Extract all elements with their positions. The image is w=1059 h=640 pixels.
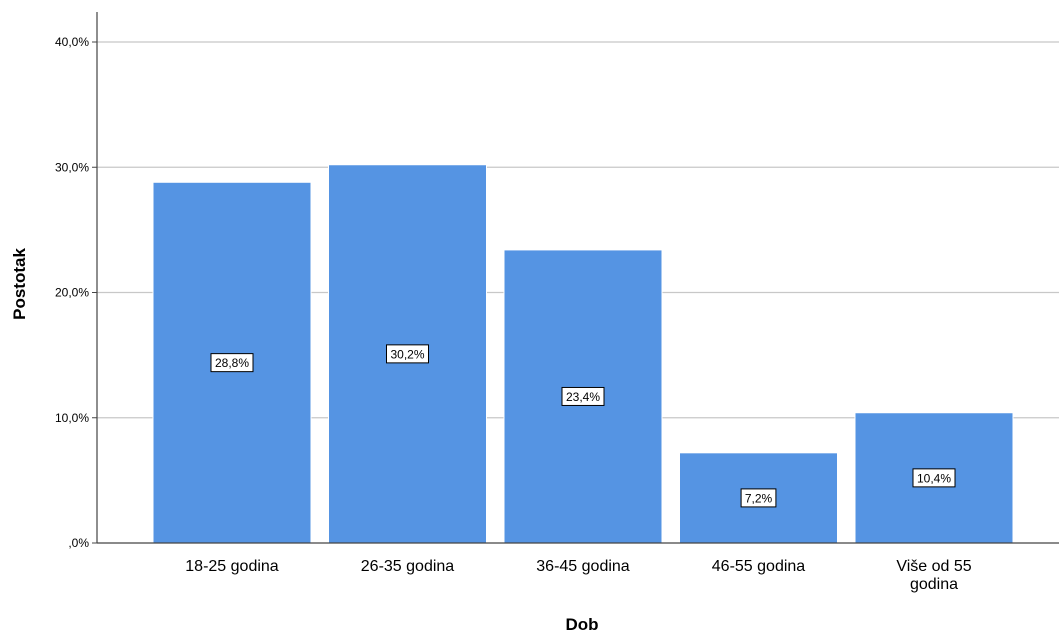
y-tick-labels: ,0% 10,0% 20,0% 30,0% 40,0% <box>55 35 89 550</box>
data-label-text: 23,4% <box>566 390 600 404</box>
y-tick-label: ,0% <box>68 536 89 550</box>
x-tick-label: Više od 55 <box>896 558 971 575</box>
data-label: 10,4% <box>912 468 956 488</box>
x-tick-label: godina <box>910 576 958 593</box>
y-tick-label: 10,0% <box>55 411 89 425</box>
x-tick-label: 36-45 godina <box>536 558 630 575</box>
data-label-box <box>386 344 429 364</box>
x-tick-labels: 18-25 godina 26-35 godina 36-45 godina 46-5… <box>185 558 971 593</box>
data-label: 28,8% <box>210 353 254 373</box>
data-labels: 28,8% 30,2% 23,4% 7,2% 10,4% <box>210 344 956 508</box>
data-label-box <box>561 386 605 406</box>
data-label: 23,4% <box>561 386 605 406</box>
data-label-box <box>912 468 956 488</box>
axes <box>92 12 1059 544</box>
x-axis-title: Dob <box>565 615 598 634</box>
y-axis-title: Postotak <box>10 248 29 320</box>
data-label-text: 10,4% <box>917 471 951 485</box>
bars <box>152 164 1014 544</box>
y-tick-label: 40,0% <box>55 35 89 49</box>
data-label-text: 28,8% <box>215 356 249 370</box>
data-label-box <box>740 488 777 508</box>
x-tick-label: 26-35 godina <box>361 558 455 575</box>
x-tick-label: 18-25 godina <box>185 558 279 575</box>
x-tick-label: 46-55 godina <box>712 558 806 575</box>
data-label-box <box>210 353 254 373</box>
data-label: 7,2% <box>740 488 777 508</box>
y-tick-label: 30,0% <box>55 160 89 174</box>
data-label-text: 30,2% <box>390 347 424 361</box>
data-label-text: 7,2% <box>745 491 773 505</box>
data-label: 30,2% <box>386 344 429 364</box>
y-tick-label: 20,0% <box>55 286 89 300</box>
